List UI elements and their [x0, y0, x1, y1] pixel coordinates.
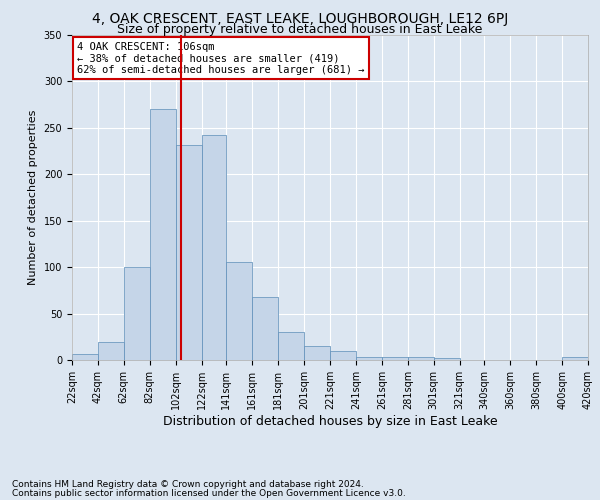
Text: Contains HM Land Registry data © Crown copyright and database right 2024.: Contains HM Land Registry data © Crown c… [12, 480, 364, 489]
Bar [278, 332, 304, 360]
Bar [124, 267, 150, 360]
Bar [382, 357, 408, 360]
Bar [304, 346, 330, 360]
Bar [150, 110, 176, 360]
Bar [408, 357, 434, 360]
Bar [562, 357, 588, 360]
X-axis label: Distribution of detached houses by size in East Leake: Distribution of detached houses by size … [163, 414, 497, 428]
Bar [252, 297, 278, 360]
Text: 4, OAK CRESCENT, EAST LEAKE, LOUGHBOROUGH, LE12 6PJ: 4, OAK CRESCENT, EAST LEAKE, LOUGHBOROUG… [92, 12, 508, 26]
Bar [176, 144, 202, 360]
Bar [226, 262, 252, 360]
Bar [98, 342, 124, 360]
Bar [434, 358, 460, 360]
Text: Size of property relative to detached houses in East Leake: Size of property relative to detached ho… [118, 22, 482, 36]
Y-axis label: Number of detached properties: Number of detached properties [28, 110, 38, 285]
Text: 4 OAK CRESCENT: 106sqm
← 38% of detached houses are smaller (419)
62% of semi-de: 4 OAK CRESCENT: 106sqm ← 38% of detached… [77, 42, 365, 74]
Bar [202, 136, 226, 360]
Text: Contains public sector information licensed under the Open Government Licence v3: Contains public sector information licen… [12, 488, 406, 498]
Bar [356, 357, 382, 360]
Bar [72, 354, 98, 360]
Bar [330, 350, 356, 360]
